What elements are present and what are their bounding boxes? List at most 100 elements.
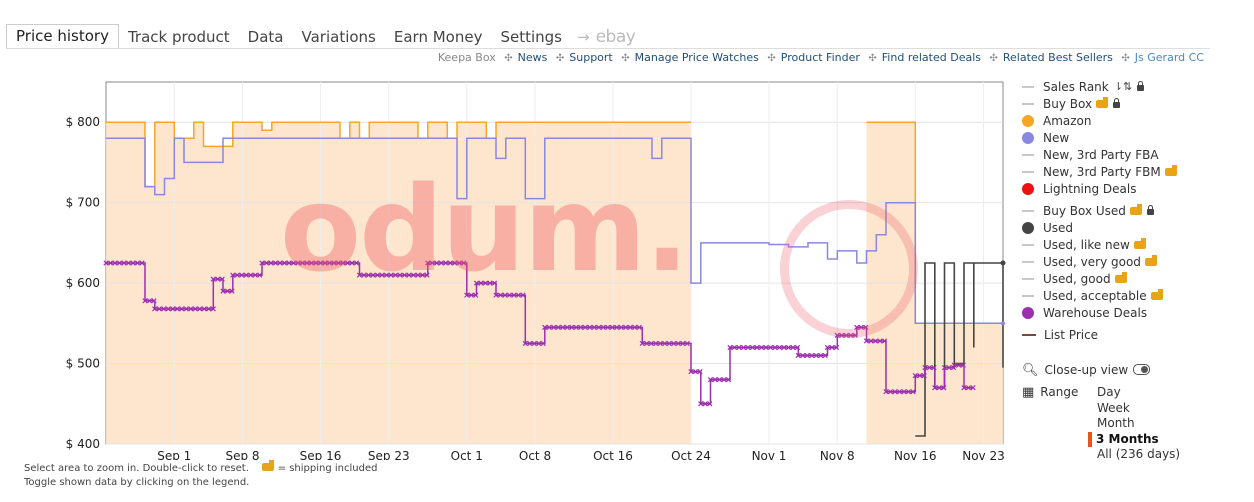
warehouse-deal-marker: [493, 292, 499, 298]
warehouse-deal-marker: [639, 340, 645, 347]
warehouse-deal-marker: [829, 344, 835, 351]
range-month[interactable]: Month: [1097, 416, 1135, 430]
legend-item-sales-rank[interactable]: Sales Rank ⇂⇅: [1022, 78, 1177, 95]
y-tick-label: $ 800: [66, 115, 100, 129]
closeup-control[interactable]: 🔍︎ Close-up view: [1022, 363, 1151, 378]
warehouse-deal-marker: [527, 340, 533, 347]
link-news[interactable]: News: [517, 51, 548, 64]
warehouse-deal-marker: [551, 324, 557, 330]
link-find-related-deals[interactable]: Find related Deals: [881, 51, 981, 64]
warehouse-deal-marker: [340, 260, 346, 266]
warehouse-deal-marker: [653, 340, 659, 347]
warehouse-deal-marker: [536, 340, 542, 347]
search-icon: 🔍︎: [1022, 363, 1039, 378]
legend-item-used-good[interactable]: Used, good: [1022, 270, 1177, 287]
link-manage-price-watches[interactable]: Manage Price Watches: [634, 51, 759, 64]
warehouse-deal-marker: [921, 372, 927, 379]
warehouse-deal-marker: [956, 362, 962, 368]
link-related-best-sellers[interactable]: Related Best Sellers: [1002, 51, 1113, 64]
range-day[interactable]: Day: [1097, 385, 1121, 399]
warehouse-deal-marker: [290, 260, 297, 266]
legend-symbol: [1022, 277, 1034, 280]
warehouse-deal-marker: [281, 260, 288, 266]
warehouse-deal-marker: [179, 306, 185, 312]
warehouse-deal-marker: [230, 272, 236, 278]
note-shipping: = shipping included: [277, 463, 378, 474]
legend-item-used[interactable]: Used: [1022, 219, 1177, 236]
note-toggle: Toggle shown data by clicking on the leg…: [24, 477, 250, 488]
warehouse-deal-marker: [716, 377, 723, 383]
warehouse-deal-marker: [473, 280, 480, 286]
warehouse-deal-marker: [795, 352, 801, 359]
legend-item-new[interactable]: New: [1022, 129, 1177, 146]
legend-item-used-like-new[interactable]: Used, like new: [1022, 236, 1177, 253]
range-week[interactable]: Week: [1097, 400, 1130, 415]
warehouse-deal-marker: [970, 385, 976, 391]
range-3-months[interactable]: 3 Months: [1088, 431, 1180, 447]
warehouse-deal-marker: [573, 324, 579, 330]
warehouse-deal-marker: [464, 292, 470, 298]
calendar-icon: ▦: [1022, 385, 1035, 400]
price-history-chart[interactable]: $ 400 $ 500 $ 600 $ 700 $ 800 Sep 1 Sep 8 Sep 1…: [0, 60, 1010, 460]
tab-track-product[interactable]: Track product: [127, 28, 230, 46]
legend-label: List Price: [1044, 327, 1099, 342]
legend-label: Buy Box Used: [1043, 203, 1126, 218]
range-all[interactable]: All (236 days): [1097, 447, 1181, 461]
note-zoom: Select area to zoom in. Double-click to …: [24, 463, 249, 474]
link-account[interactable]: Js Gerard CC: [1134, 51, 1204, 64]
warehouse-deal-marker: [591, 324, 597, 330]
legend-item-warehouse-deals[interactable]: Warehouse Deals: [1022, 304, 1177, 321]
legend-item-new-3rd-party-fbm[interactable]: New, 3rd Party FBM: [1022, 163, 1177, 180]
warehouse-deal-marker: [542, 324, 548, 330]
closeup-toggle[interactable]: [1133, 364, 1151, 375]
legend-item-amazon[interactable]: Amazon: [1022, 112, 1177, 129]
warehouse-deal-marker: [587, 324, 593, 330]
tab-settings[interactable]: Settings: [500, 28, 562, 46]
legend-item-new-3rd-party-fba[interactable]: New, 3rd Party FBA: [1022, 146, 1177, 163]
legend-item-buy-box[interactable]: Buy Box: [1022, 95, 1177, 112]
warehouse-deal-marker: [134, 260, 141, 266]
warehouse-deal-marker: [146, 298, 153, 304]
legend-label: New: [1043, 130, 1070, 145]
warehouse-deal-marker: [727, 344, 733, 351]
warehouse-deal-marker: [224, 288, 231, 294]
warehouse-deal-marker: [736, 344, 742, 351]
warehouse-deal-marker: [103, 260, 109, 266]
warehouse-deal-marker: [286, 260, 292, 266]
link-bar: Keepa Box ✣ News ✣ Support ✣ Manage Price W…: [438, 51, 1204, 64]
warehouse-deal-marker: [776, 344, 783, 351]
warehouse-deal-marker: [912, 372, 918, 379]
legend-item-used-very-good[interactable]: Used, very good: [1022, 253, 1177, 270]
tab-ebay[interactable]: ebay: [595, 27, 636, 47]
tab-data[interactable]: Data: [247, 28, 284, 46]
warehouse-deal-marker: [707, 401, 713, 407]
warehouse-deal-marker: [520, 292, 526, 298]
legend-symbol: [1022, 221, 1034, 234]
warehouse-deal-marker: [582, 324, 588, 330]
warehouse-deal-marker: [174, 306, 180, 312]
link-keepa-box[interactable]: Keepa Box: [437, 51, 496, 64]
link-product-finder[interactable]: Product Finder: [780, 51, 860, 64]
legend-item-lightning-deals[interactable]: Lightning Deals: [1022, 180, 1177, 197]
warehouse-deal-marker: [675, 340, 681, 347]
legend-item-list-price[interactable]: List Price: [1022, 326, 1177, 343]
link-support[interactable]: Support: [569, 51, 613, 64]
warehouse-deal-marker: [822, 352, 828, 359]
warehouse-deal-marker: [931, 364, 937, 371]
warehouse-deal-marker: [922, 364, 928, 371]
x-tick-label: Sep 1: [157, 449, 191, 460]
warehouse-deal-marker: [461, 260, 467, 266]
warehouse-deal-marker: [564, 324, 570, 330]
warehouse-deal-marker: [383, 272, 390, 278]
warehouse-deal-marker: [740, 344, 747, 351]
tab-variations[interactable]: Variations: [301, 28, 376, 46]
tab-earn-money[interactable]: Earn Money: [393, 28, 483, 46]
legend-item-used-acceptable[interactable]: Used, acceptable: [1022, 287, 1177, 304]
warehouse-deal-marker: [425, 260, 431, 266]
legend-label: New, 3rd Party FBA: [1043, 147, 1159, 162]
legend-symbol: [1022, 260, 1034, 263]
legend-item-buy-box-used[interactable]: Buy Box Used: [1022, 202, 1177, 219]
tab-price-history[interactable]: Price history: [6, 24, 119, 49]
legend-label: Used, good: [1043, 271, 1111, 286]
warehouse-deal-marker: [434, 260, 440, 266]
